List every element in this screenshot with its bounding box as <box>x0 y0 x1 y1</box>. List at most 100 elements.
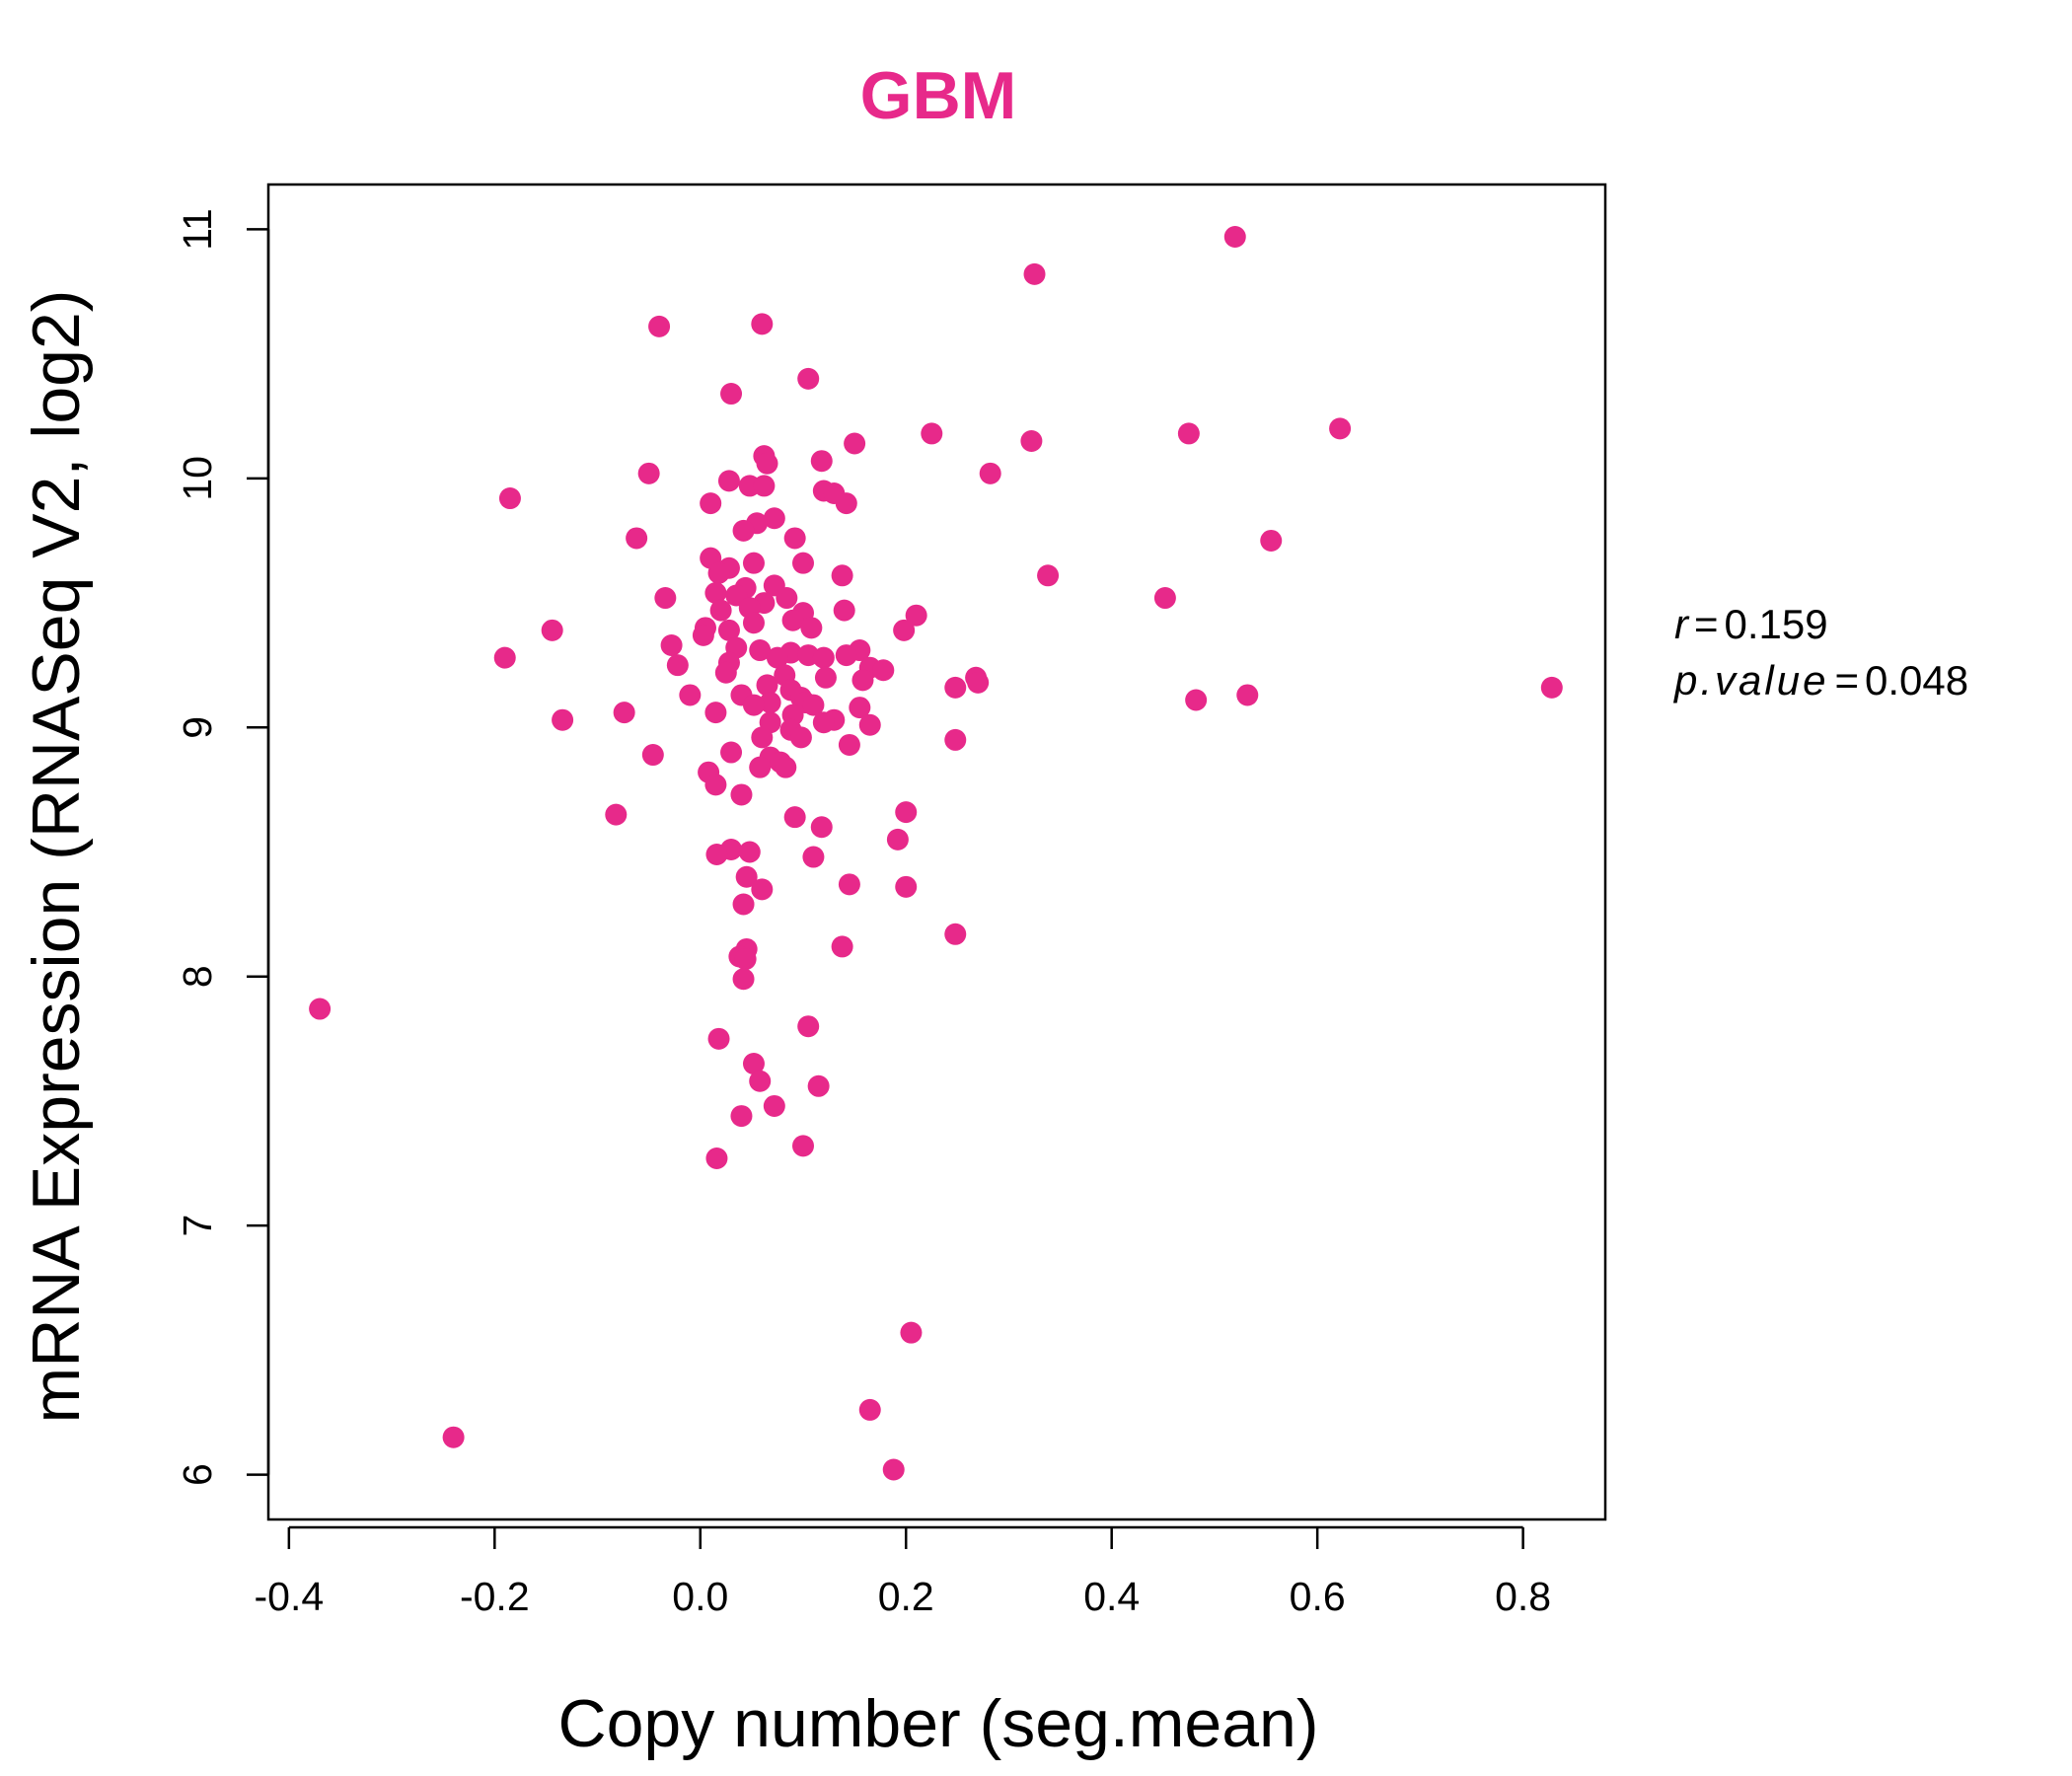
x-tick-label: -0.4 <box>255 1574 325 1619</box>
data-point <box>654 587 677 610</box>
data-point <box>849 697 871 719</box>
data-point <box>1153 587 1176 610</box>
data-point <box>882 1458 905 1481</box>
data-point <box>783 527 806 550</box>
data-point <box>766 646 788 669</box>
data-point <box>895 875 918 898</box>
data-point <box>714 661 737 684</box>
data-point <box>749 639 772 662</box>
data-point <box>541 619 563 641</box>
data-point <box>763 1094 785 1117</box>
data-point <box>1329 417 1352 440</box>
data-point <box>812 646 835 669</box>
data-point <box>704 702 727 724</box>
data-point <box>797 1015 820 1038</box>
x-axis: -0.4 -0.2 0.0 0.2 0.4 0.6 0.8 <box>255 1525 1551 1619</box>
data-point <box>742 1053 765 1075</box>
data-point <box>749 1070 772 1092</box>
data-point <box>900 1321 923 1344</box>
data-point <box>781 609 804 631</box>
data-point <box>732 519 755 542</box>
data-point <box>753 475 776 497</box>
x-axis-title: Copy number (seg.mean) <box>557 1686 1318 1761</box>
data-point <box>309 998 332 1020</box>
data-point <box>979 462 1001 484</box>
x-tick-label: 0.8 <box>1495 1574 1551 1619</box>
data-point <box>605 803 628 826</box>
data-point <box>730 1105 753 1128</box>
data-point <box>944 728 967 751</box>
data-point <box>812 711 835 734</box>
correlation-stat: r = 0.159 <box>1674 601 1828 647</box>
data-point <box>1185 689 1208 711</box>
data-point <box>720 383 743 406</box>
data-point <box>1020 429 1043 452</box>
p-value: 0.048 <box>1865 657 1968 703</box>
data-point <box>1260 529 1283 552</box>
data-point <box>742 612 765 634</box>
y-tick-label: 11 <box>175 208 220 251</box>
data-point <box>835 492 857 515</box>
data-point <box>792 552 814 574</box>
data-point <box>763 507 785 530</box>
data-point <box>800 617 823 639</box>
data-point <box>707 1027 730 1050</box>
data-point <box>807 1074 830 1097</box>
data-point <box>802 694 825 716</box>
data-point <box>700 492 722 515</box>
data-point <box>759 692 781 714</box>
data-point <box>783 806 806 829</box>
data-point <box>810 816 833 839</box>
data-point <box>838 873 860 896</box>
data-point <box>893 619 916 641</box>
r-equals: = <box>1694 601 1719 647</box>
data-point <box>872 659 895 682</box>
data-point <box>797 367 820 390</box>
data-points <box>309 226 1563 1481</box>
data-point <box>705 844 728 866</box>
y-tick-label: 9 <box>175 716 220 739</box>
p-value-stat: p.value = 0.048 <box>1672 657 1968 703</box>
data-point <box>886 828 909 851</box>
data-point <box>641 744 664 767</box>
data-point <box>833 599 855 622</box>
data-point <box>858 1398 881 1421</box>
data-point <box>704 581 727 604</box>
data-point <box>1023 262 1046 285</box>
data-point <box>717 470 740 492</box>
data-point <box>844 432 866 455</box>
data-point <box>735 865 758 888</box>
data-point <box>751 313 774 335</box>
data-point <box>944 923 967 945</box>
data-point <box>730 783 753 806</box>
data-point <box>749 756 772 778</box>
y-axis: 6 7 8 9 10 11 <box>175 208 270 1486</box>
data-point <box>660 633 683 656</box>
data-point <box>802 846 825 868</box>
data-point <box>648 315 671 337</box>
data-point <box>895 801 918 824</box>
data-point <box>776 587 798 610</box>
data-point <box>1177 422 1200 445</box>
data-point <box>742 552 765 574</box>
r-value: 0.159 <box>1725 601 1828 647</box>
data-point <box>905 604 927 627</box>
data-point <box>666 654 689 677</box>
data-point <box>756 452 778 475</box>
data-point <box>707 561 730 584</box>
data-point <box>851 669 874 692</box>
data-point <box>944 676 967 699</box>
y-axis-title: mRNA Expression (RNASeq V2, log2) <box>19 290 94 1424</box>
data-point <box>1236 684 1259 706</box>
data-point <box>831 564 853 587</box>
data-point <box>498 487 521 510</box>
data-point <box>831 935 853 958</box>
data-point <box>442 1426 465 1448</box>
data-point <box>705 1147 728 1169</box>
x-tick-label: 0.4 <box>1083 1574 1140 1619</box>
data-point <box>637 462 660 484</box>
x-tick-label: 0.0 <box>672 1574 728 1619</box>
p-label: p.value <box>1672 657 1828 703</box>
data-point <box>1540 676 1563 699</box>
